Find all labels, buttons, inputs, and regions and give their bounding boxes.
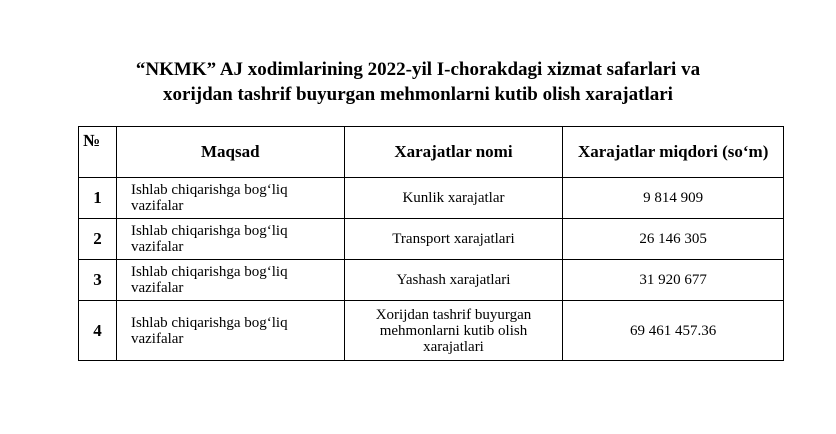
header-expense-amount: Xarajatlar miqdori (so‘m) bbox=[562, 126, 784, 178]
document-title: “NKMK” AJ xodimlarining 2022-yil I-chora… bbox=[0, 57, 836, 107]
row-number: 3 bbox=[78, 259, 117, 301]
row-expense-name: Xorijdan tashrif buyurgan mehmonlarni ku… bbox=[343, 300, 564, 361]
row-amount: 31 920 677 bbox=[562, 259, 784, 301]
row-purpose: Ishlab chiqarishga bog‘liq vazifalar bbox=[115, 300, 345, 361]
header-expense-name: Xarajatlar nomi bbox=[343, 126, 564, 178]
row-purpose: Ishlab chiqarishga bog‘liq vazifalar bbox=[115, 259, 345, 301]
table-row: 3 Ishlab chiqarishga bog‘liq vazifalar Y… bbox=[78, 259, 784, 301]
title-line-2: xorijdan tashrif buyurgan mehmonlarni ku… bbox=[163, 84, 673, 105]
table-row: 2 Ishlab chiqarishga bog‘liq vazifalar T… bbox=[78, 218, 784, 260]
row-amount: 9 814 909 bbox=[562, 177, 784, 219]
row-amount: 26 146 305 bbox=[562, 218, 784, 260]
table-header-row: № Maqsad Xarajatlar nomi Xarajatlar miqd… bbox=[78, 126, 784, 178]
row-purpose: Ishlab chiqarishga bog‘liq vazifalar bbox=[115, 218, 345, 260]
row-amount: 69 461 457.36 bbox=[562, 300, 784, 361]
row-number: 4 bbox=[78, 300, 117, 361]
row-expense-name: Transport xarajatlari bbox=[343, 218, 564, 260]
row-number: 2 bbox=[78, 218, 117, 260]
table-row: 4 Ishlab chiqarishga bog‘liq vazifalar X… bbox=[78, 300, 784, 361]
expenses-table: № Maqsad Xarajatlar nomi Xarajatlar miqd… bbox=[78, 126, 784, 361]
row-expense-name: Kunlik xarajatlar bbox=[343, 177, 564, 219]
row-number: 1 bbox=[78, 177, 117, 219]
header-number: № bbox=[78, 126, 117, 178]
row-purpose: Ishlab chiqarishga bog‘liq vazifalar bbox=[115, 177, 345, 219]
title-line-1: “NKMK” AJ xodimlarining 2022-yil I-chora… bbox=[135, 59, 701, 80]
table-row: 1 Ishlab chiqarishga bog‘liq vazifalar K… bbox=[78, 177, 784, 219]
header-purpose: Maqsad bbox=[115, 126, 345, 178]
row-expense-name: Yashash xarajatlari bbox=[343, 259, 564, 301]
